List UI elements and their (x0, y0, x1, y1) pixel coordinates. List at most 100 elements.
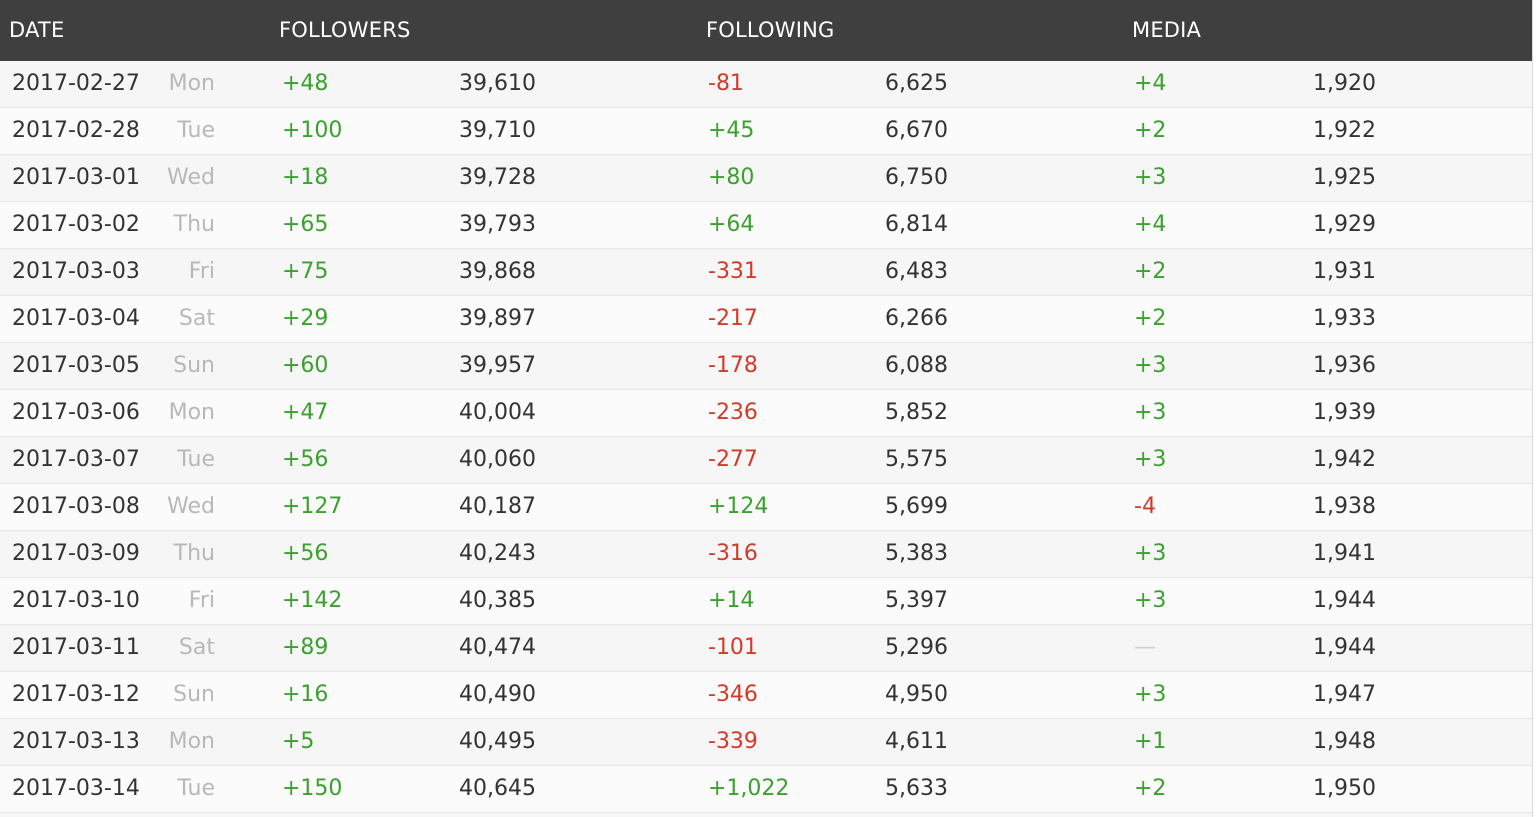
media-change: +3 (1134, 447, 1167, 472)
date-cell: 2017-03-11 (12, 635, 140, 660)
table-row: 2017-03-14 Tue +150 40,645 +1,022 5,633 +2 1,95… (0, 766, 1532, 813)
following-change: -346 (708, 682, 758, 707)
following-change: -217 (708, 306, 758, 331)
day-cell: Sat (178, 306, 215, 331)
media-change: +3 (1134, 588, 1167, 613)
date-cell: 2017-03-02 (12, 212, 140, 237)
followers-total: 40,474 (459, 635, 536, 660)
following-change: -277 (708, 447, 758, 472)
followers-total: 40,060 (459, 447, 536, 472)
followers-change: +60 (282, 353, 329, 378)
day-cell: Wed (167, 494, 215, 519)
table-row: 2017-03-06 Mon +47 40,004 -236 5,852 +3 1,939 (0, 390, 1532, 437)
following-change: -339 (708, 729, 758, 754)
media-change: +3 (1134, 541, 1167, 566)
followers-total: 39,793 (459, 212, 536, 237)
following-change: +64 (708, 212, 755, 237)
date-cell: 2017-03-05 (12, 353, 140, 378)
followers-total: 40,243 (459, 541, 536, 566)
followers-change: +47 (282, 400, 329, 425)
following-total: 5,633 (885, 776, 948, 801)
media-change: — (1134, 635, 1156, 660)
date-cell: 2017-02-28 (12, 118, 140, 143)
followers-total: 40,495 (459, 729, 536, 754)
followers-total: 40,645 (459, 776, 536, 801)
followers-change: +5 (282, 729, 315, 754)
day-cell: Fri (188, 588, 215, 613)
table-row: 2017-03-04 Sat +29 39,897 -217 6,266 +2 1,933 (0, 296, 1532, 343)
followers-total: 40,004 (459, 400, 536, 425)
following-change: +124 (708, 494, 769, 519)
media-change: +2 (1134, 259, 1167, 284)
media-change: +2 (1134, 776, 1167, 801)
date-cell: 2017-03-04 (12, 306, 140, 331)
table-row: 2017-03-09 Thu +56 40,243 -316 5,383 +3 1,941 (0, 531, 1532, 578)
media-change: +3 (1134, 165, 1167, 190)
followers-change: +127 (282, 494, 343, 519)
day-cell: Tue (177, 776, 215, 801)
followers-change: +89 (282, 635, 329, 660)
media-change: +1 (1134, 729, 1167, 754)
followers-total: 40,490 (459, 682, 536, 707)
table-row: 2017-03-05 Sun +60 39,957 -178 6,088 +3 1,936 (0, 343, 1532, 390)
following-total: 6,625 (885, 71, 948, 96)
media-total: 1,944 (1313, 588, 1376, 613)
media-total: 1,941 (1313, 541, 1376, 566)
day-cell: Sun (173, 353, 215, 378)
following-change: +14 (708, 588, 755, 613)
day-cell: Mon (168, 729, 215, 754)
followers-total: 39,957 (459, 353, 536, 378)
table-row: 2017-03-10 Fri +142 40,385 +14 5,397 +3 1,944 (0, 578, 1532, 625)
followers-total: 39,868 (459, 259, 536, 284)
date-cell: 2017-03-14 (12, 776, 140, 801)
table-row: 2017-02-28 Tue +100 39,710 +45 6,670 +2 1,922 (0, 108, 1532, 155)
following-change: -178 (708, 353, 758, 378)
following-total: 6,088 (885, 353, 948, 378)
following-total: 5,383 (885, 541, 948, 566)
media-total: 1,933 (1313, 306, 1376, 331)
media-change: +3 (1134, 353, 1167, 378)
date-cell: 2017-03-13 (12, 729, 140, 754)
followers-total: 39,710 (459, 118, 536, 143)
following-total: 6,750 (885, 165, 948, 190)
followers-change: +29 (282, 306, 329, 331)
media-change: -4 (1134, 494, 1156, 519)
media-change: +3 (1134, 400, 1167, 425)
followers-change: +56 (282, 447, 329, 472)
media-total: 1,936 (1313, 353, 1376, 378)
table-row: 2017-03-07 Tue +56 40,060 -277 5,575 +3 1,942 (0, 437, 1532, 484)
day-cell: Mon (168, 71, 215, 96)
following-total: 5,575 (885, 447, 948, 472)
followers-change: +48 (282, 71, 329, 96)
day-cell: Fri (188, 259, 215, 284)
followers-change: +150 (282, 776, 343, 801)
following-change: +45 (708, 118, 755, 143)
media-total: 1,922 (1313, 118, 1376, 143)
table-body: 2017-02-27 Mon +48 39,610 -81 6,625 +4 1,920 201… (0, 61, 1532, 813)
following-change: -101 (708, 635, 758, 660)
header-following[interactable]: FOLLOWING (706, 18, 835, 42)
following-total: 6,670 (885, 118, 948, 143)
media-change: +2 (1134, 306, 1167, 331)
date-cell: 2017-03-12 (12, 682, 140, 707)
following-total: 4,611 (885, 729, 948, 754)
followers-change: +142 (282, 588, 343, 613)
media-total: 1,925 (1313, 165, 1376, 190)
media-total: 1,947 (1313, 682, 1376, 707)
header-media[interactable]: MEDIA (1132, 18, 1202, 42)
table-header: DATE FOLLOWERS FOLLOWING MEDIA (0, 0, 1532, 61)
following-change: -316 (708, 541, 758, 566)
following-total: 4,950 (885, 682, 948, 707)
media-change: +3 (1134, 682, 1167, 707)
media-total: 1,948 (1313, 729, 1376, 754)
followers-total: 39,728 (459, 165, 536, 190)
following-change: +80 (708, 165, 755, 190)
header-followers[interactable]: FOLLOWERS (279, 18, 411, 42)
followers-change: +65 (282, 212, 329, 237)
date-cell: 2017-03-09 (12, 541, 140, 566)
followers-total: 40,385 (459, 588, 536, 613)
date-cell: 2017-03-10 (12, 588, 140, 613)
media-total: 1,942 (1313, 447, 1376, 472)
day-cell: Wed (167, 165, 215, 190)
header-date[interactable]: DATE (9, 18, 65, 42)
